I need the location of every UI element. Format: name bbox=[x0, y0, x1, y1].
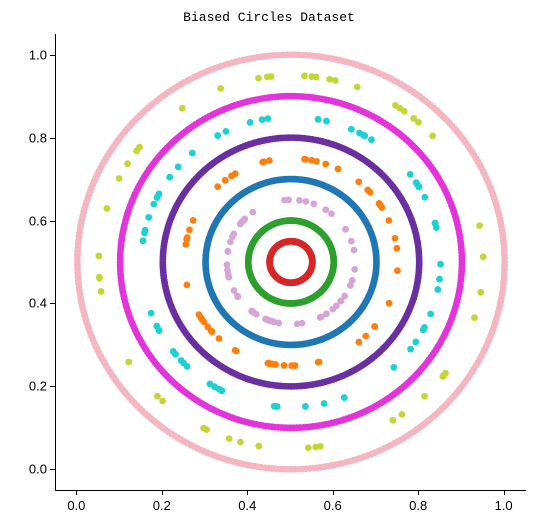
y-tick-mark bbox=[50, 221, 55, 222]
x-tick-mark bbox=[162, 490, 163, 495]
y-tick-label: 0.0 bbox=[17, 462, 47, 477]
x-tick-mark bbox=[504, 490, 505, 495]
y-tick-label: 0.6 bbox=[17, 213, 47, 228]
figure: Biased Circles Dataset 0.0 0.2 0.4 0.6 0.8 1.… bbox=[0, 0, 538, 530]
ring bbox=[224, 196, 358, 327]
y-tick-label: 0.2 bbox=[17, 379, 47, 394]
plot-area bbox=[55, 34, 526, 491]
x-tick-label: 0.4 bbox=[238, 498, 256, 513]
scatter-svg bbox=[56, 34, 526, 490]
chart-title: Biased Circles Dataset bbox=[0, 10, 538, 25]
y-tick-mark bbox=[50, 303, 55, 304]
y-tick-mark bbox=[50, 386, 55, 387]
x-tick-label: 0.0 bbox=[67, 498, 85, 513]
y-tick-mark bbox=[50, 469, 55, 470]
x-tick-mark bbox=[418, 490, 419, 495]
x-tick-label: 0.6 bbox=[324, 498, 342, 513]
y-tick-mark bbox=[50, 55, 55, 56]
ring bbox=[95, 73, 486, 452]
y-tick-label: 0.4 bbox=[17, 296, 47, 311]
ring bbox=[117, 93, 466, 431]
x-tick-label: 0.8 bbox=[409, 498, 427, 513]
x-tick-mark bbox=[333, 490, 334, 495]
x-tick-label: 0.2 bbox=[153, 498, 171, 513]
y-tick-mark bbox=[50, 138, 55, 139]
y-tick-label: 0.8 bbox=[17, 130, 47, 145]
x-tick-mark bbox=[247, 490, 248, 495]
x-tick-label: 1.0 bbox=[495, 498, 513, 513]
ring bbox=[266, 238, 316, 286]
ring bbox=[159, 134, 422, 390]
x-tick-mark bbox=[76, 490, 77, 495]
ring bbox=[182, 156, 401, 369]
y-tick-label: 1.0 bbox=[17, 47, 47, 62]
ring bbox=[245, 217, 337, 307]
